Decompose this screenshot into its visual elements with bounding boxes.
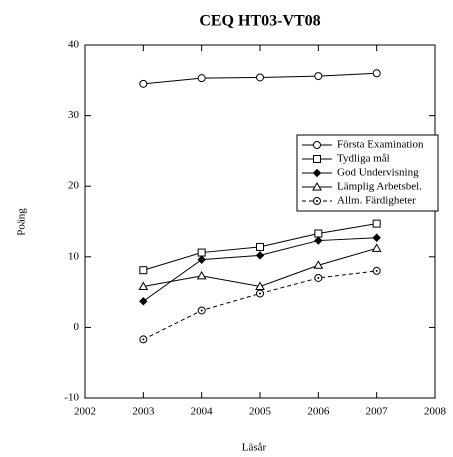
marker-shape [139, 79, 148, 88]
marker [372, 266, 381, 275]
plot-frame [84, 44, 436, 399]
x-tick-label: 2006 [307, 406, 330, 418]
x-axis-label: Läsår [242, 442, 267, 454]
marker [197, 306, 206, 315]
y-tick-label: -10 [64, 392, 79, 404]
marker-dot [259, 292, 261, 295]
marker-dot [316, 200, 318, 202]
legend-label: Allm. Färdigheter [337, 195, 416, 207]
legend-marker [313, 155, 321, 163]
marker-shape [314, 72, 323, 81]
legend-marker [312, 181, 322, 191]
marker-shape [139, 266, 148, 275]
legend-label: Lämplig Arbetsbel. [337, 181, 422, 193]
legend-marker [312, 168, 322, 178]
marker [196, 270, 207, 280]
marker-shape [139, 297, 148, 306]
x-tick-label: 2005 [249, 406, 272, 418]
marker-shape [313, 141, 321, 149]
marker [139, 335, 148, 344]
marker-shape [312, 181, 322, 191]
marker-shape [372, 69, 381, 78]
marker [256, 73, 264, 82]
marker-shape [256, 73, 264, 82]
marker-shape [312, 168, 322, 178]
marker [139, 266, 148, 275]
marker [256, 242, 264, 251]
legend-label: Tydliga mål [337, 153, 390, 165]
marker-shape [197, 248, 206, 257]
y-tick-label: 10 [68, 250, 80, 262]
marker-dot [375, 269, 378, 272]
marker-shape [372, 219, 381, 228]
legend-label: God Undervisning [337, 167, 419, 179]
marker-shape [372, 233, 381, 242]
y-tick-label: 40 [68, 39, 80, 51]
marker [197, 248, 206, 257]
marker [314, 72, 323, 81]
marker-dot [142, 338, 145, 341]
x-tick-label: 2002 [74, 406, 96, 418]
marker [314, 273, 323, 282]
marker-dot [317, 276, 320, 279]
marker-shape [197, 255, 206, 264]
y-tick-label: 30 [68, 109, 80, 121]
marker-shape [138, 281, 149, 290]
marker-shape [255, 281, 265, 290]
marker-shape [255, 251, 265, 260]
marker [255, 281, 265, 290]
x-tick-label: 2008 [424, 406, 447, 418]
x-tick-label: 2003 [132, 406, 155, 418]
y-axis-label: Poäng [16, 208, 28, 236]
marker [371, 243, 382, 252]
marker-shape [313, 155, 321, 163]
marker-shape [313, 260, 324, 269]
legend-label: Första Examination [337, 139, 424, 151]
marker-shape [314, 229, 323, 238]
marker [255, 251, 265, 260]
marker [313, 260, 324, 269]
marker-shape [256, 242, 264, 251]
marker [139, 79, 148, 88]
marker [372, 219, 381, 228]
marker [197, 74, 206, 83]
marker [372, 233, 381, 242]
marker-dot [200, 309, 203, 312]
marker-shape [371, 243, 382, 252]
marker-shape [197, 74, 206, 83]
marker [197, 255, 206, 264]
y-tick-label: 0 [74, 321, 80, 333]
chart-title: CEQ HT03-VT08 [199, 13, 320, 30]
marker [138, 281, 149, 290]
marker [256, 289, 264, 298]
x-tick-label: 2004 [191, 406, 214, 418]
series-line [143, 270, 377, 340]
x-tick-label: 2007 [366, 406, 389, 418]
marker [314, 236, 323, 245]
marker-shape [314, 236, 323, 245]
marker [372, 69, 381, 78]
y-tick-label: 20 [68, 180, 80, 192]
marker-shape [196, 270, 207, 280]
marker [139, 297, 148, 306]
marker [314, 229, 323, 238]
legend-marker [313, 141, 321, 149]
legend-marker [313, 197, 321, 205]
